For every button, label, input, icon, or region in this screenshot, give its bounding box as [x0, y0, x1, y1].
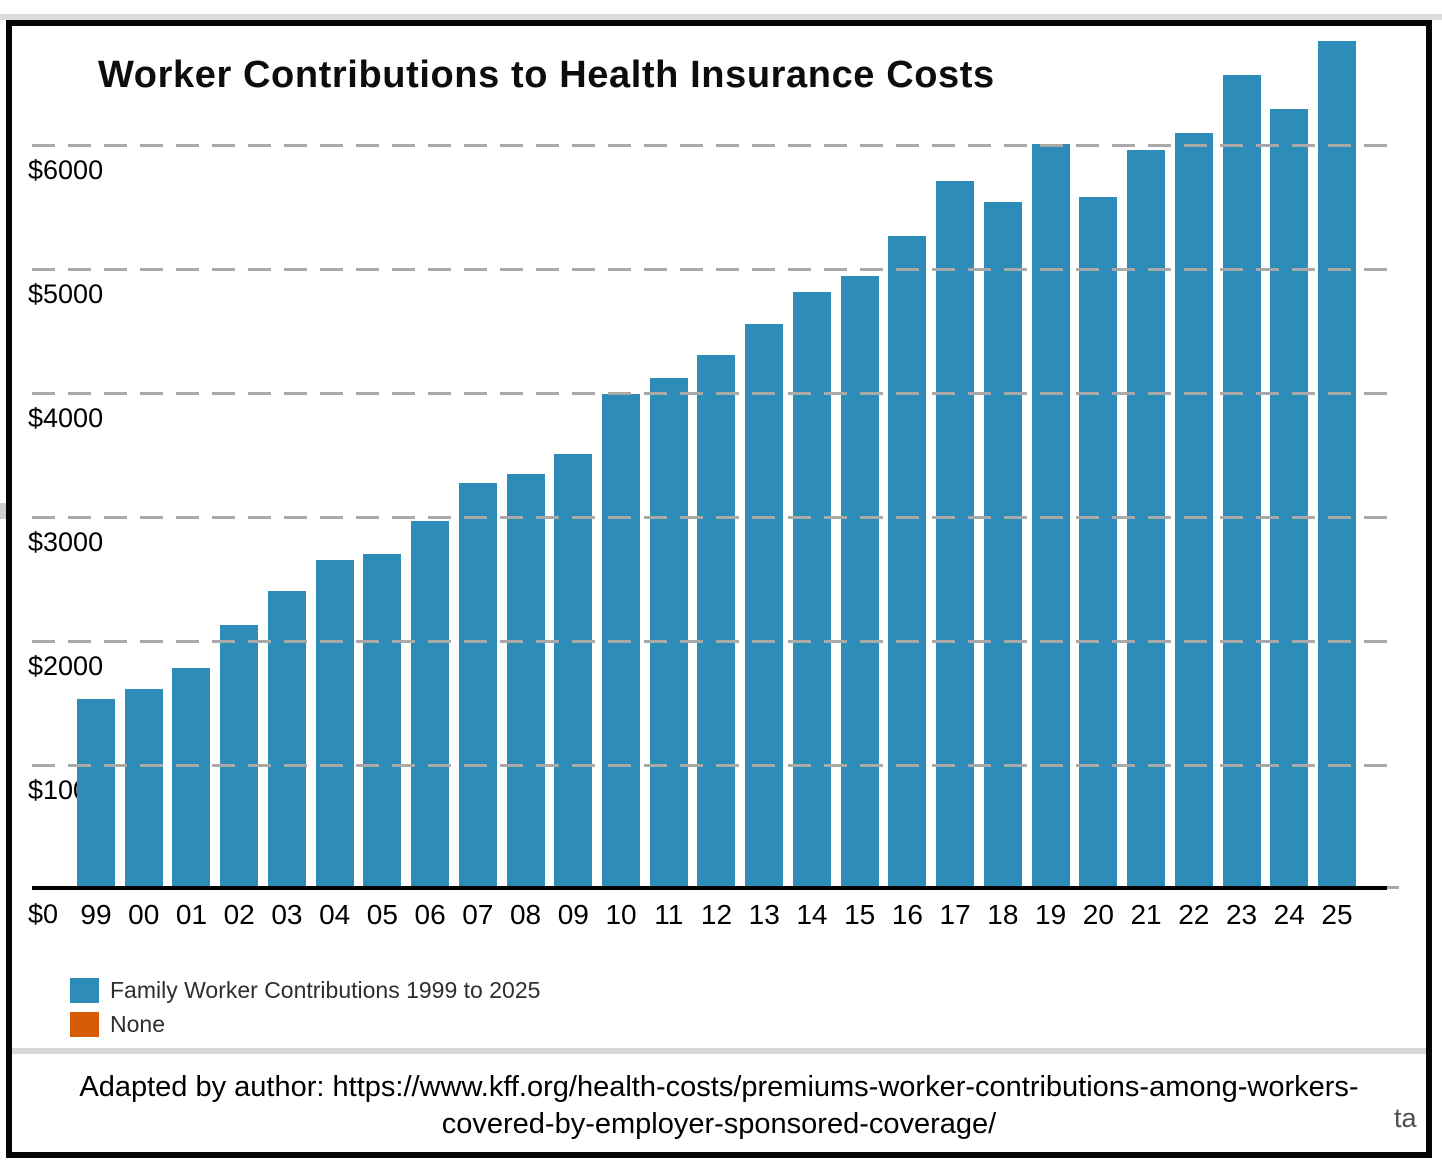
- x-tick-label-24: 24: [1273, 899, 1305, 930]
- legend-item-0: Family Worker Contributions 1999 to 2025: [70, 977, 540, 1004]
- bar-99: [77, 698, 115, 890]
- gridline-3000: [32, 516, 1400, 519]
- bar-03: [267, 590, 306, 890]
- gridline-5000: [32, 268, 1400, 271]
- bar-20: [1079, 197, 1118, 890]
- x-tick-label-99: 99: [80, 899, 112, 930]
- bar-12: [697, 354, 736, 890]
- bar-22: [1174, 132, 1213, 890]
- plot-area: [32, 26, 1400, 890]
- bar-04: [315, 560, 354, 890]
- bar-16: [888, 235, 927, 890]
- corner-text-fragment: ta: [1394, 1103, 1417, 1133]
- x-tick-label-25: 25: [1321, 899, 1353, 930]
- x-tick-label-00: 00: [128, 899, 160, 930]
- bar-01: [172, 668, 211, 890]
- legend-label-1: None: [110, 1011, 165, 1037]
- x-axis-tick-labels: 99 00 01 02 03 04 05 06 07 08 09 10 11 12 13 14 15 16 17 18…: [32, 899, 1400, 933]
- x-tick-label-19: 19: [1035, 899, 1067, 930]
- x-tick-label-22: 22: [1178, 899, 1210, 930]
- x-tick-label-07: 07: [462, 899, 494, 930]
- x-tick-label-05: 05: [366, 899, 398, 930]
- bar-00: [124, 689, 163, 890]
- y-tick-label-2: $2000: [28, 651, 104, 681]
- x-tick-label-16: 16: [891, 899, 923, 930]
- x-tick-label-03: 03: [271, 899, 303, 930]
- footer-divider: [12, 1048, 1426, 1054]
- footer-attribution-line1: Adapted by author: https://www.kff.org/h…: [79, 1071, 1359, 1103]
- x-tick-label-23: 23: [1225, 899, 1258, 930]
- x-tick-label-21: 21: [1130, 899, 1162, 930]
- bar-02: [220, 625, 259, 890]
- x-tick-label-14: 14: [796, 899, 828, 930]
- bar-23: [1222, 74, 1261, 890]
- legend-swatch-0: [70, 978, 99, 1003]
- x-axis-line: [32, 886, 1387, 890]
- gridline-6000: [32, 144, 1400, 147]
- x-tick-label-04: 04: [319, 899, 351, 930]
- bar-09: [554, 454, 593, 890]
- bar-24: [1270, 109, 1309, 890]
- bar-05: [363, 553, 402, 890]
- y-tick-label-5: $5000: [28, 279, 104, 309]
- x-tick-label-17: 17: [939, 899, 971, 930]
- x-tick-label-02: 02: [223, 899, 255, 930]
- chart-frame: Worker Contributions to Health Insurance…: [6, 20, 1432, 1158]
- page-edge-artifact: [0, 503, 6, 519]
- legend-swatch-1: [70, 1012, 99, 1037]
- y-tick-label-0: $0: [28, 899, 59, 929]
- bar-06: [411, 521, 450, 890]
- gridline-4000: [32, 392, 1400, 395]
- bar-17: [936, 181, 975, 890]
- x-tick-label-09: 09: [557, 899, 589, 930]
- x-tick-label-15: 15: [844, 899, 876, 930]
- bar-11: [649, 378, 688, 890]
- x-tick-label-08: 08: [509, 899, 542, 930]
- y-tick-label-4: $4000: [28, 403, 104, 433]
- gridline-1000: [32, 764, 1400, 767]
- bar-25: [1317, 40, 1356, 890]
- footer-attribution-line2: covered-by-employer-sponsored-coverage/: [441, 1108, 997, 1140]
- page-top-divider: [0, 14, 1442, 20]
- x-tick-label-13: 13: [748, 899, 780, 930]
- bar-14: [792, 291, 831, 890]
- gridline-2000: [32, 640, 1400, 643]
- footer-attribution: Adapted by author: https://www.kff.org/h…: [12, 1069, 1426, 1143]
- x-tick-label-06: 06: [414, 899, 446, 930]
- bar-08: [506, 474, 545, 890]
- chart-legend: Family Worker Contributions 1999 to 2025…: [70, 977, 540, 1038]
- x-tick-label-10: 10: [605, 899, 637, 930]
- bar-13: [745, 323, 784, 890]
- x-tick-label-11: 11: [654, 899, 684, 930]
- legend-item-1: None: [70, 1011, 540, 1038]
- x-tick-label-12: 12: [700, 899, 733, 930]
- x-tick-label-01: 01: [175, 899, 208, 930]
- bar-15: [840, 275, 879, 890]
- bar-18: [983, 202, 1022, 890]
- legend-label-0: Family Worker Contributions 1999 to 2025: [110, 977, 541, 1003]
- x-tick-label-18: 18: [987, 899, 1019, 930]
- chart-title: Worker Contributions to Health Insurance…: [98, 54, 995, 96]
- y-tick-label-6: $6000: [28, 155, 104, 185]
- y-tick-label-3: $3000: [28, 527, 104, 557]
- bar-21: [1127, 149, 1166, 890]
- x-axis-gridline-stub: [1385, 886, 1399, 889]
- x-tick-label-20: 20: [1082, 899, 1114, 930]
- bar-07: [458, 483, 497, 890]
